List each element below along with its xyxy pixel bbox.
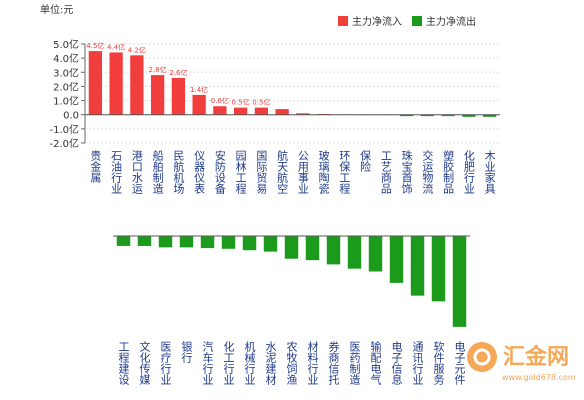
bar [200,236,215,249]
y-tick-label: 3.0亿 [53,66,79,79]
bar [399,114,414,117]
value-label: 1.4亿 [190,85,208,94]
y-tick-label: 4.0亿 [53,52,79,65]
x-tick-label: 玻璃陶瓷 [317,150,330,194]
bar [389,236,404,283]
x-tick-label: 通讯行业 [411,341,424,385]
x-tick-label: 珠宝首饰 [400,149,413,194]
x-tick-label: 港口水运 [130,150,143,194]
bar [462,114,476,117]
bar [305,236,320,261]
x-tick-label: 汽车行业 [201,340,214,385]
bar [347,236,362,269]
x-tick-label: 券商信托 [327,340,340,385]
x-tick-label: 机械行业 [243,340,256,385]
bar [109,52,123,115]
value-label: 4.2亿 [128,45,146,54]
bar [150,75,165,115]
x-tick-label: 安防设备 [213,149,226,195]
x-tick-label: 化肥行业 [462,149,475,194]
watermark-url: www.gold678.com [502,373,576,382]
bar [192,94,206,115]
x-tick-label: 环保工程 [338,150,351,195]
x-tick-label: 贵金属 [89,150,102,184]
value-label: 4.5亿 [86,41,104,50]
y-tick-label: -2.0亿 [49,137,79,150]
value-label: 0.6亿 [211,96,229,105]
y-tick-label: -1.0亿 [49,123,79,136]
x-tick-label: 医疗行业 [159,341,172,385]
x-tick-label: 保险 [359,149,372,173]
legend-label: 主力净流入 [352,15,402,28]
legend-swatch [338,16,348,26]
x-tick-label: 工程建设 [117,341,130,386]
y-tick-label: 0.0 [63,111,79,122]
bar [326,236,341,265]
watermark-logo [467,342,497,372]
bar [296,113,310,115]
bar [368,236,383,272]
legend-swatch [412,16,422,26]
x-tick-label: 仪器仪表 [193,150,206,195]
x-tick-label: 银行 [180,340,193,364]
watermark: 汇金网 www.gold678.com [467,342,576,382]
bar [158,236,173,248]
bar [137,236,152,246]
x-tick-label: 塑胶制品 [442,149,455,194]
x-tick-label: 医药制造 [348,341,361,385]
bar [88,51,103,115]
x-tick-label: 文化传媒 [138,340,151,386]
bar [179,236,194,248]
x-tick-label: 民航机场 [172,150,185,195]
watermark-title: 汇金网 [503,344,569,370]
x-tick-label: 公用事业 [296,150,309,194]
bar [275,109,289,115]
x-tick-label: 国际贸易 [255,150,268,195]
bar [452,236,467,327]
value-label: 0.5亿 [232,98,250,107]
x-tick-label: 船舶制造 [151,149,164,194]
x-tick-label: 工艺商品 [379,150,392,194]
bar [221,236,236,249]
bar [420,114,435,117]
value-label: 2.8亿 [149,65,167,74]
bar [116,236,131,246]
bar [482,114,497,117]
bar [254,107,269,115]
x-tick-label: 软件服务 [432,340,445,385]
bar [284,236,299,259]
x-tick-label: 电子元件 [453,341,466,386]
bar [171,77,186,115]
bar [233,107,248,115]
unit-label: 单位:元 [40,3,73,16]
x-tick-label: 水泥建材 [264,341,277,385]
legend-label: 主力净流出 [426,15,476,28]
watermark-logo-ring [473,348,491,366]
x-tick-label: 农牧饲渔 [285,340,298,386]
bar [441,114,455,117]
x-tick-label: 木业家具 [483,150,496,194]
value-label: 4.4亿 [107,42,125,51]
bar [242,236,257,251]
y-tick-label: 2.0亿 [53,80,79,93]
x-tick-label: 化工行业 [222,340,235,385]
x-tick-label: 输配电气 [369,340,382,385]
x-tick-label: 航天航空 [276,149,289,194]
y-tick-label: 5.0亿 [53,38,79,51]
value-label: 0.5亿 [252,98,270,107]
x-tick-label: 石油行业 [110,150,123,194]
x-tick-label: 园林工程 [234,150,247,195]
x-tick-label: 材料行业 [306,340,319,385]
bar [213,106,227,115]
bar [130,55,144,115]
bar [263,236,278,252]
x-tick-label: 交运物流 [421,149,434,194]
bar [410,236,425,296]
bar [431,236,446,302]
y-tick-label: 1.0亿 [53,95,79,108]
x-tick-label: 电子信息 [390,341,403,385]
value-label: 2.6亿 [169,68,187,77]
